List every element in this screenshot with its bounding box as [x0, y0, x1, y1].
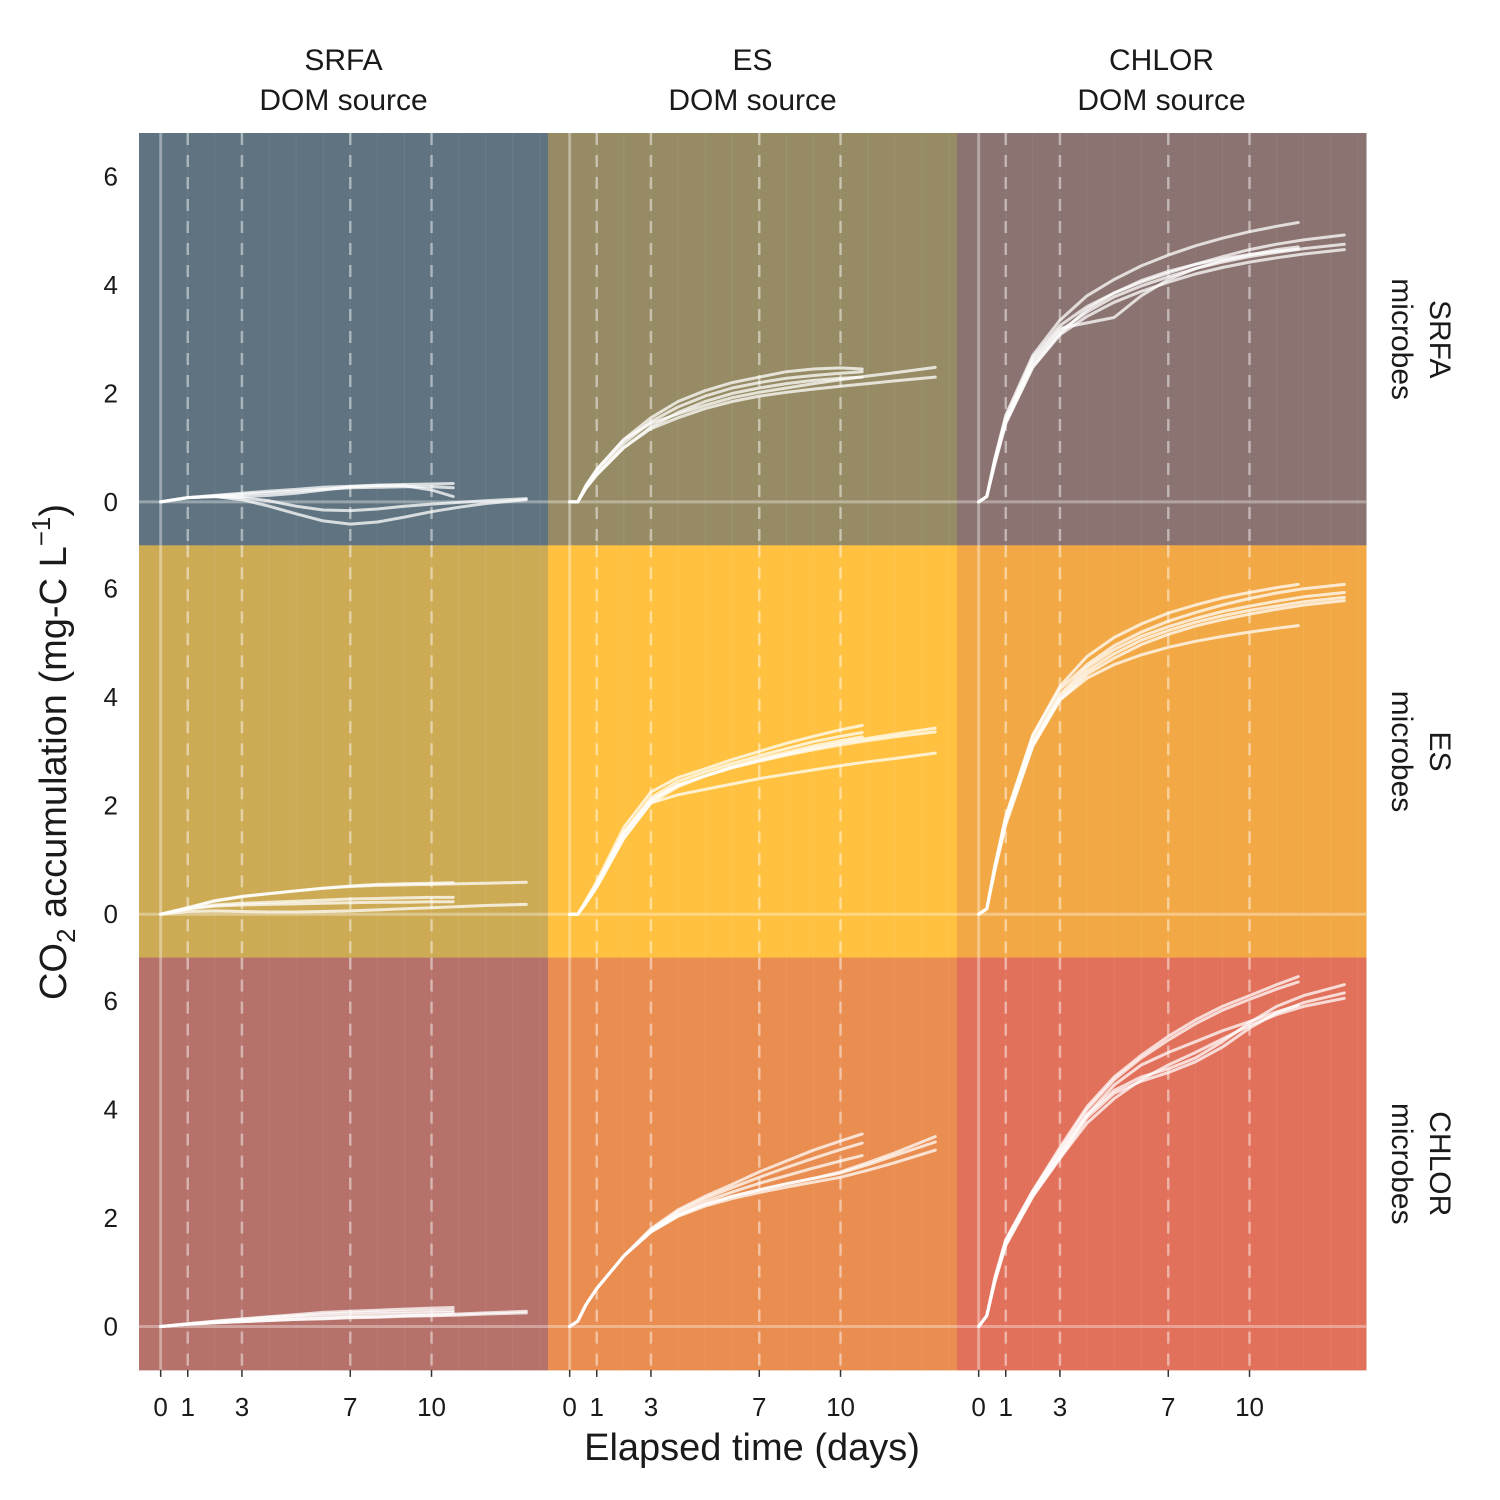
x-tick-label: 10	[1235, 1392, 1264, 1422]
panel-r2-c2	[957, 957, 1367, 1371]
column-label-es: ES	[732, 44, 772, 77]
column-label-srfa: SRFA	[304, 44, 382, 77]
x-tick-label: 3	[1053, 1392, 1067, 1422]
row-label-es: ES	[1423, 731, 1456, 771]
row-label-chlor: CHLOR	[1423, 1111, 1456, 1216]
row-sublabel-srfa: microbes	[1385, 278, 1418, 400]
y-tick-label: 4	[104, 682, 118, 712]
x-tick-label: 1	[590, 1392, 604, 1422]
x-tick-label: 0	[153, 1392, 167, 1422]
row-sublabel-chlor: microbes	[1385, 1103, 1418, 1225]
x-tick-label: 0	[971, 1392, 985, 1422]
x-tick-label: 1	[999, 1392, 1013, 1422]
y-tick-label: 2	[104, 378, 118, 408]
y-axis-title-prefix: CO	[33, 943, 75, 1000]
panel-background	[548, 133, 958, 546]
panel-r1-c1	[548, 545, 958, 959]
column-label-chlor: CHLOR	[1109, 44, 1214, 77]
y-tick-label: 0	[104, 487, 118, 517]
x-tick-label: 7	[752, 1392, 766, 1422]
panel-background	[139, 133, 549, 546]
series-line-6	[568, 1148, 937, 1328]
panel-background	[548, 957, 958, 1371]
series-line-5	[159, 902, 528, 916]
y-axis-title-main: accumulation (mg-C L	[33, 546, 75, 928]
series-line-5	[159, 495, 528, 526]
y-tick-label: 2	[104, 791, 118, 821]
panel-r2-c1	[548, 957, 958, 1371]
panel-background	[139, 957, 549, 1371]
y-tick-label: 6	[104, 986, 118, 1016]
y-tick-label: 6	[104, 574, 118, 604]
panel-r1-c0	[139, 545, 549, 959]
y-tick-label: 2	[104, 1203, 118, 1233]
series-line-5	[568, 375, 937, 504]
x-tick-label: 3	[644, 1392, 658, 1422]
series-line-5	[159, 1311, 528, 1328]
column-sublabel-srfa: DOM source	[259, 84, 427, 117]
panel-r0-c2	[957, 133, 1367, 546]
panel-r2-c0	[139, 957, 549, 1371]
column-strip-labels: SRFA DOM source ES DOM source CHLOR DOM sourc…	[259, 44, 1245, 117]
series-line-4	[159, 900, 455, 916]
x-tick-label: 10	[826, 1392, 855, 1422]
y-axis-title-superscript: −1	[26, 517, 56, 547]
panel-background	[957, 957, 1367, 1371]
x-tick-label: 1	[181, 1392, 195, 1422]
series-line-6	[977, 996, 1346, 1328]
y-axis-title: CO2 accumulation (mg-C L−1)	[26, 504, 81, 1000]
panel-r1-c2	[957, 545, 1367, 959]
y-tick-label: 4	[104, 270, 118, 300]
x-axis: 0 1 3 7 10 0 1 3 7 10 0 1 3 7 10	[153, 1369, 1264, 1422]
row-sublabel-es: microbes	[1385, 691, 1418, 813]
x-tick-label: 7	[1161, 1392, 1175, 1422]
y-tick-label: 4	[104, 1095, 118, 1125]
column-sublabel-es: DOM source	[668, 84, 836, 117]
panel-background	[548, 545, 958, 959]
series-line-4	[568, 365, 937, 504]
panel-background	[957, 545, 1367, 959]
y-tick-label: 0	[104, 1312, 118, 1342]
series-line-6	[977, 599, 1346, 916]
panel-r0-c1	[548, 133, 958, 546]
x-tick-label: 3	[235, 1392, 249, 1422]
panel-background	[139, 545, 549, 959]
y-axis: 0 2 4 6 0 2 4 6 0 2 4 6	[104, 161, 118, 1341]
x-axis-title: Elapsed time (days)	[584, 1427, 920, 1469]
row-label-srfa: SRFA	[1423, 300, 1456, 378]
y-axis-title-subscript: 2	[51, 929, 81, 943]
y-axis-title-suffix: )	[33, 504, 75, 517]
y-tick-label: 0	[104, 899, 118, 929]
series-line-6	[568, 751, 937, 916]
series-line-2	[159, 881, 455, 916]
column-sublabel-chlor: DOM source	[1077, 84, 1245, 117]
x-tick-label: 10	[417, 1392, 446, 1422]
facet-panels	[139, 133, 1367, 1371]
y-tick-label: 6	[104, 161, 118, 191]
series-line-6	[977, 248, 1346, 504]
panel-background	[957, 133, 1367, 546]
x-tick-label: 0	[562, 1392, 576, 1422]
x-tick-label: 7	[343, 1392, 357, 1422]
panel-r0-c0	[139, 133, 549, 546]
